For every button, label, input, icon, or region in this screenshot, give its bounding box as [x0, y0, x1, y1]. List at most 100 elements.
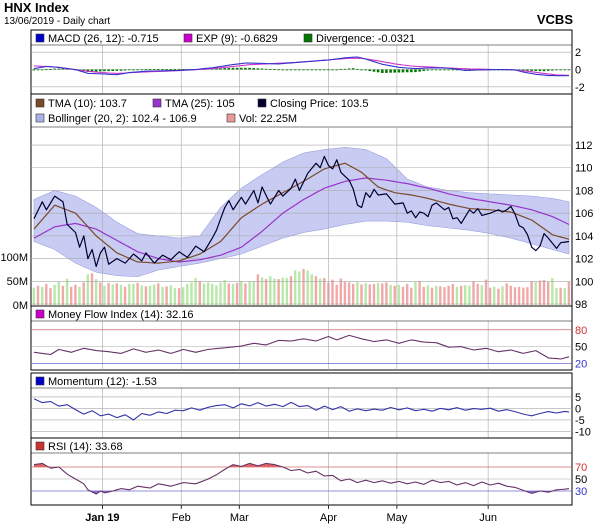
legend-swatch-rsi-0 — [35, 441, 45, 451]
x-tick-label-4: May — [386, 512, 407, 524]
volume-bar — [356, 282, 359, 305]
macd-divergence-bar — [115, 69, 119, 71]
volume-bar — [53, 284, 56, 305]
volume-bar — [447, 285, 450, 305]
legend-label-macd-1: EXP (9): -0.6829 — [196, 33, 278, 45]
macd-divergence-bar — [277, 69, 280, 71]
volume-bar — [136, 282, 139, 305]
macd-divergence-bar — [422, 69, 425, 71]
volume-bar — [148, 285, 152, 305]
volume-bar — [223, 280, 226, 305]
price-ytick-4: 104 — [575, 231, 593, 243]
volume-bar — [410, 287, 413, 305]
legend-label-price-0: TMA (10): 103.7 — [48, 98, 127, 110]
macd-divergence-bar — [140, 69, 143, 71]
volume-bar — [397, 284, 401, 305]
volume-bar — [219, 282, 222, 305]
macd-divergence-bar — [111, 69, 114, 71]
rsi-overbought-fill — [262, 463, 267, 467]
macd-divergence-bar — [434, 69, 438, 71]
macd-divergence-bar — [103, 69, 106, 72]
volume-bar — [49, 288, 52, 305]
volume-bar — [61, 285, 65, 305]
volume-bar — [285, 278, 289, 305]
volume-bar — [459, 285, 463, 305]
volume-bar — [252, 281, 255, 305]
macd-divergence-bar — [128, 69, 131, 71]
legend-label-macd-2: Divergence: -0.0321 — [316, 33, 415, 45]
volume-bar — [352, 283, 355, 305]
price-ytick-7: 98 — [575, 299, 587, 311]
price-ytick-3: 106 — [575, 208, 593, 220]
volume-bar — [381, 283, 384, 305]
volume-bar — [240, 281, 243, 305]
macd-ytick-2: -2 — [575, 82, 585, 94]
volume-bar — [534, 282, 537, 305]
volume-bar — [422, 286, 425, 305]
macd-divergence-bar — [273, 69, 276, 70]
volume-bar — [480, 285, 483, 305]
volume-bar — [517, 286, 521, 305]
volume-bar — [368, 284, 371, 305]
volume-bar — [493, 286, 496, 305]
volume-bar — [169, 285, 172, 305]
macd-divergence-bar — [339, 69, 343, 70]
volume-bar — [426, 285, 430, 305]
volume-bar — [190, 282, 193, 305]
macd-divergence-bar — [306, 69, 309, 71]
macd-divergence-bar — [57, 68, 61, 70]
volume-bar — [455, 286, 459, 305]
macd-divergence-bar — [322, 69, 326, 71]
macd-divergence-bar — [260, 68, 264, 70]
macd-divergence-bar — [252, 68, 255, 70]
volume-bar — [376, 282, 380, 305]
volume-bar — [385, 282, 388, 305]
volume-bar — [186, 283, 189, 305]
volume-bar — [476, 283, 479, 305]
volume-bar — [94, 279, 98, 305]
macd-divergence-bar — [447, 69, 450, 71]
price-line-tma-25- — [33, 177, 570, 263]
macd-divergence-bar — [240, 67, 243, 70]
macd-divergence-bar — [136, 69, 139, 71]
macd-divergence-bar — [517, 69, 521, 71]
momentum-ytick-2: -5 — [575, 415, 585, 427]
volume-bar — [70, 286, 73, 305]
volume-bar — [123, 286, 127, 305]
volume-bar — [78, 286, 81, 305]
volume-bar — [202, 283, 206, 305]
x-tick-label-0: Jan 19 — [85, 512, 119, 524]
legend-swatch-macd-2 — [303, 33, 313, 43]
volume-bar — [45, 283, 48, 305]
rsi-line — [33, 462, 570, 495]
volume-bar — [111, 284, 114, 305]
macd-divergence-bar — [289, 69, 293, 71]
volume-bar — [244, 283, 247, 305]
macd-divergence-bar — [90, 69, 94, 72]
volume-bar — [115, 283, 118, 305]
macd-divergence-bar — [393, 69, 396, 73]
volume-bar — [289, 276, 293, 305]
macd-divergence-bar — [45, 69, 48, 71]
macd-divergence-bar — [293, 69, 297, 71]
macd-divergence-bar — [343, 68, 347, 70]
macd-divergence-bar — [430, 69, 434, 71]
macd-divergence-bar — [223, 68, 226, 70]
volume-bar — [372, 283, 376, 305]
volume-bar — [103, 285, 106, 305]
macd-divergence-bar — [538, 69, 542, 72]
macd-divergence-bar — [256, 68, 260, 70]
momentum-ytick-1: 0 — [575, 403, 581, 415]
price-ytick-2: 108 — [575, 185, 593, 197]
macd-divergence-bar — [551, 69, 554, 71]
legend-label-price-2: Closing Price: 103.5 — [270, 98, 368, 110]
mfi-ytick-0: 80 — [575, 325, 587, 337]
macd-divergence-bar — [94, 69, 98, 72]
macd-divergence-bar — [281, 69, 284, 71]
volume-bar — [281, 277, 284, 305]
volume-bar — [439, 286, 442, 305]
macd-divergence-bar — [563, 69, 567, 71]
volume-bar — [497, 288, 500, 305]
macd-divergence-bar — [327, 69, 330, 71]
volume-bar — [119, 284, 123, 305]
